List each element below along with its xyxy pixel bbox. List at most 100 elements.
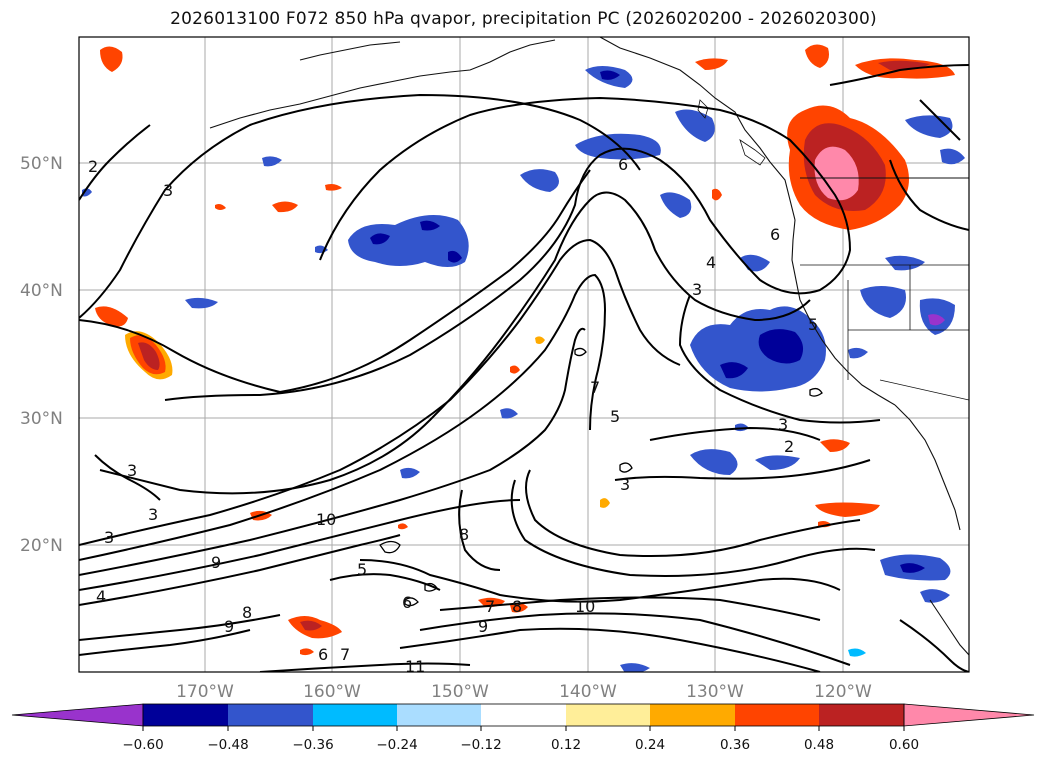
contour-3-east [678,294,881,424]
colorbar-segment [819,704,904,726]
contour-8-sw [79,614,281,641]
contour-5-south [510,479,876,577]
contour-2-se [649,426,821,441]
colorbar-segment [650,704,735,726]
lon-label-170w: 170°W [176,682,234,702]
contour-3-main [79,169,591,394]
map-panel: 2 3 3 3 3 3 3 4 5 5 6 6 7 7 8 8 9 9 9 10… [78,36,970,676]
qvapor-contours-thin [379,347,823,607]
coast-bc [769,161,796,221]
lat-label-40n: 40°N [20,281,63,301]
colorbar-tick-label: 0.12 [551,737,581,753]
contour-5-center [329,573,441,591]
contour-8-mid [458,489,501,571]
contour-label: 9 [211,553,221,572]
precip-negative [82,66,965,672]
contour-label: 7 [485,597,495,616]
contour-label: 11 [405,657,425,676]
contour-label: 2 [784,437,794,456]
colorbar-segment [143,704,228,726]
contour-8 [79,327,586,576]
contour-label: 4 [706,253,716,272]
coast-california [799,299,896,406]
contour-label: 10 [575,597,595,616]
colorbar-segment [566,704,650,726]
colorbar-frame [142,703,905,727]
contour-8-south [419,612,851,666]
colorbar-segment [228,704,313,726]
contour-label: 5 [610,407,620,426]
lat-label-30n: 30°N [20,409,63,429]
contour-label: 6 [402,593,412,612]
contour-label: 8 [512,597,522,616]
qvapor-contours [79,64,969,672]
colorbar-tick-label: −0.48 [207,737,248,753]
plot-title: 2026013100 F072 850 hPa qvapor, precipit… [170,9,877,29]
border-states-5 [879,379,969,401]
colorbar-tick-label: 0.60 [889,737,919,753]
colorbar-extend-high [903,703,1035,727]
latitude-labels: 50°N 40°N 30°N 20°N [20,154,63,556]
coast-washington-oregon [791,219,801,301]
contour-3-north [79,93,641,319]
contour-label: 3 [148,505,158,524]
contour-9 [79,499,521,591]
contour-label: 6 [770,225,780,244]
colorbar-tick-labels: −0.60 −0.48 −0.36 −0.24 −0.12 0.12 0.24 … [122,737,919,753]
contour-labels: 2 3 3 3 3 3 3 4 5 5 6 6 7 7 8 8 9 9 9 10… [88,155,818,676]
colorbar-segment [481,704,566,726]
colorbar-tick-label: −0.36 [292,737,333,753]
lon-label-150w: 150°W [431,682,489,702]
colorbar-tick-label: −0.12 [460,737,501,753]
coast-alaska-panhandle [599,37,771,163]
lon-label-140w: 140°W [559,682,617,702]
contour-label: 3 [778,415,788,434]
contour-label: 3 [620,475,630,494]
contour-label: 7 [590,378,600,397]
contour-2-nw [79,124,151,201]
contour-se-corner [899,619,969,672]
longitude-labels: 170°W 160°W 150°W 140°W 130°W 120°W [176,682,872,702]
contour-label: 5 [357,560,367,579]
coastlines [209,37,969,656]
precip-neg-south [82,156,951,672]
contour-3-small-1 [94,454,161,501]
colorbar-tick-label: 0.24 [635,737,665,753]
contour-6-south [359,559,841,603]
contour-east-2 [829,64,969,86]
contour-5-gyre [99,191,811,495]
precip-pos-small-cells [95,44,880,656]
coast-vancouver-island [739,139,766,166]
contour-7-south [439,596,821,621]
contour-9-sw [79,629,251,656]
precip-neg-offshore-california [690,254,955,392]
contour-4-gyre [164,96,852,401]
contour-label: 9 [224,617,234,636]
contour-east-loop [919,99,961,141]
contour-6 [79,238,681,546]
contour-label: 8 [242,603,252,622]
contour-label: 2 [88,157,98,176]
contour-label: 10 [316,510,336,529]
contour-ne-loop [889,159,969,231]
contour-label: 3 [127,461,137,480]
contour-11 [259,662,471,672]
contour-label: 7 [340,645,350,664]
contour-9-south [399,627,821,672]
lat-label-20n: 20°N [20,536,63,556]
coast-aleutians [209,39,556,129]
contour-10 [79,534,401,606]
colorbar-tick-label: −0.24 [376,737,417,753]
colorbar-segment [735,704,819,726]
colorbar-segment [313,704,397,726]
contour-label: 3 [692,280,702,299]
contour-label: 5 [808,315,818,334]
contour-label: 8 [459,525,469,544]
colorbar-extend-low [11,703,144,727]
colorbar-tick-label: −0.60 [122,737,163,753]
coast-bering [299,41,401,61]
colorbar-ticks [142,726,905,731]
contour-label: 6 [318,645,328,664]
coast-baja [894,404,961,531]
